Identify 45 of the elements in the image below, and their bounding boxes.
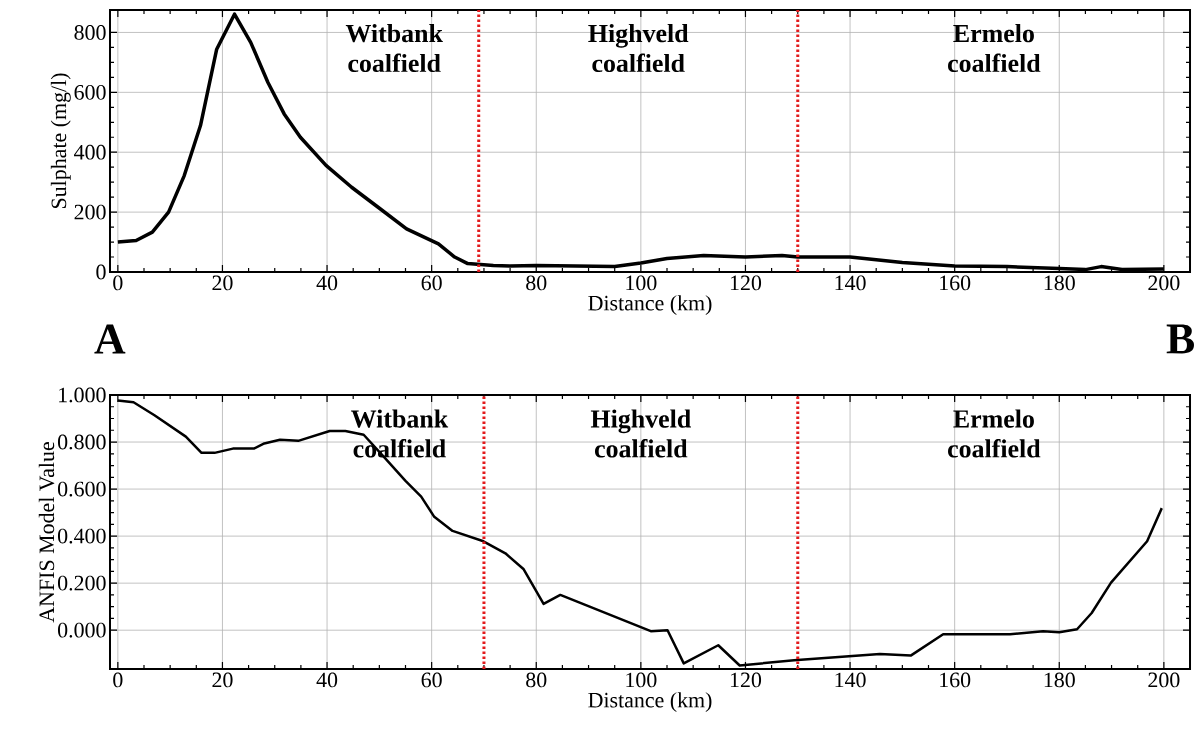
y-tick-label: 0 — [96, 264, 106, 280]
x-tick-label: 0 — [113, 672, 123, 688]
y-tick-label: 200 — [74, 204, 106, 220]
x-tick-label: 160 — [940, 275, 971, 291]
annotation: Highveld coalfield — [590, 409, 691, 458]
y-tick-label: 400 — [74, 144, 106, 160]
y-tick-label: 800 — [74, 25, 106, 40]
y-tick-label: 0.400 — [57, 528, 106, 544]
x-tick-label: 120 — [730, 672, 762, 688]
x-tick-label: 40 — [316, 672, 338, 688]
x-tick-label: 120 — [730, 275, 762, 291]
annotation: Highveld coalfield — [588, 23, 689, 73]
x-tick-label: 100 — [626, 672, 657, 688]
x-tick-label: 40 — [316, 275, 338, 291]
x-tick-label: 80 — [526, 275, 547, 291]
y-tick-label: 0.600 — [57, 481, 106, 497]
x-tick-label: 180 — [1044, 275, 1075, 291]
x-tick-label: 200 — [1148, 275, 1180, 291]
y-tick-label: 0.000 — [57, 622, 106, 638]
x-tick-label: 80 — [526, 672, 547, 688]
y-tick-label: 600 — [74, 84, 106, 100]
text: B — [1166, 324, 1194, 354]
x-tick-label: 60 — [421, 275, 442, 291]
y-tick-label: 0.200 — [57, 575, 106, 591]
y-tick-label: 0.800 — [57, 434, 106, 450]
annotation: Ermelo coalfield — [948, 409, 1041, 458]
x-tick-label: 200 — [1148, 672, 1180, 688]
x-tick-label: 160 — [940, 672, 971, 688]
x-tick-label: 100 — [626, 275, 657, 291]
x-tick-label: 60 — [421, 672, 442, 688]
x-tick-label: 140 — [835, 275, 866, 291]
annotation: Ermelo coalfield — [948, 23, 1041, 73]
y-axis-title: ANFIS Model Value — [38, 442, 55, 623]
x-tick-label: 0 — [113, 275, 123, 291]
line-series — [116, 399, 1164, 667]
x-tick-label: 180 — [1044, 672, 1075, 688]
x-axis-title: Distance (km) — [588, 692, 712, 713]
x-tick-label: 140 — [835, 672, 866, 688]
y-axis-title: Sulphate (mg/l) — [50, 73, 71, 209]
x-axis-title: Distance (km) — [588, 295, 712, 316]
x-tick-label: 20 — [212, 275, 233, 291]
y-tick-label: 1.000 — [59, 387, 106, 403]
x-tick-label: 20 — [212, 672, 233, 688]
annotation: Witbank coalfield — [345, 23, 443, 73]
text: A — [94, 324, 126, 354]
